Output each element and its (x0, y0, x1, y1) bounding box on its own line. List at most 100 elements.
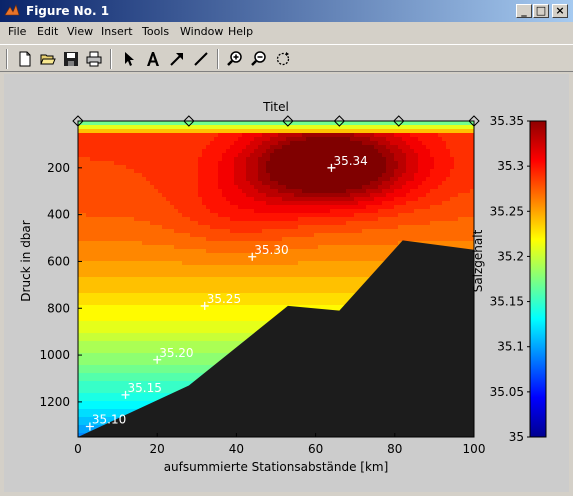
contour-cell (82, 241, 87, 246)
minimize-button[interactable]: _ (516, 4, 532, 18)
new-file-icon[interactable] (14, 48, 36, 70)
contour-cell (366, 273, 371, 278)
contour-cell (126, 177, 131, 182)
contour-cell (222, 305, 227, 310)
contour-cell (222, 165, 227, 170)
contour-cell (190, 177, 195, 182)
insert-text-icon[interactable] (142, 48, 164, 70)
menu-edit[interactable]: Edit (37, 25, 59, 38)
contour-cell (150, 257, 155, 262)
contour-cell (86, 281, 91, 286)
contour-cell (426, 153, 431, 158)
contour-cell (150, 309, 155, 314)
contour-cell (230, 197, 235, 202)
contour-cell (230, 277, 235, 282)
menu-insert[interactable]: Insert (101, 25, 133, 38)
contour-cell (94, 249, 99, 254)
menu-file[interactable]: File (8, 25, 27, 38)
contour-cell (270, 125, 275, 130)
contour-cell (214, 169, 219, 174)
contour-cell (274, 301, 279, 306)
contour-cell (322, 249, 327, 254)
contour-cell (238, 249, 243, 254)
contour-cell (142, 249, 147, 254)
contour-cell (370, 157, 375, 162)
contour-cell (366, 149, 371, 154)
contour-cell (394, 229, 399, 234)
contour-cell (274, 197, 279, 202)
contour-cell (290, 297, 295, 302)
zoom-in-icon[interactable] (224, 48, 246, 70)
menu-window[interactable]: Window (180, 25, 224, 38)
contour-cell (270, 297, 275, 302)
contour-cell (314, 225, 319, 230)
contour-cell (146, 265, 151, 270)
contour-cell (270, 225, 275, 230)
contour-cell (418, 181, 423, 186)
contour-cell (174, 225, 179, 230)
zoom-out-icon[interactable] (248, 48, 270, 70)
menu-bar: File Edit View Insert Tools Window Help (0, 22, 573, 42)
contour-cell (154, 213, 159, 218)
contour-cell (178, 161, 183, 166)
contour-cell (218, 297, 223, 302)
contour-cell (342, 209, 347, 214)
contour-cell (246, 249, 251, 254)
contour-cell (254, 261, 259, 266)
contour-cell (178, 245, 183, 250)
rotate-icon[interactable] (272, 48, 294, 70)
contour-cell (334, 137, 339, 142)
contour-cell (126, 321, 131, 326)
contour-cell (138, 125, 143, 130)
contour-cell (266, 121, 271, 126)
contour-cell (234, 297, 239, 302)
contour-cell (286, 197, 291, 202)
select-arrow-icon[interactable] (118, 48, 140, 70)
insert-line-icon[interactable] (190, 48, 212, 70)
contour-cell (294, 285, 299, 290)
contour-cell (114, 157, 119, 162)
contour-cell (274, 141, 279, 146)
contour-cell (430, 129, 435, 134)
insert-arrow-icon[interactable] (166, 48, 188, 70)
menu-tools[interactable]: Tools (142, 25, 170, 38)
open-folder-icon[interactable] (37, 48, 59, 70)
menu-help[interactable]: Help (228, 25, 254, 38)
contour-cell (326, 169, 331, 174)
contour-cell (254, 313, 259, 318)
contour-cell (134, 285, 139, 290)
contour-cell (470, 149, 474, 154)
save-icon[interactable] (60, 48, 82, 70)
contour-cell (314, 165, 319, 170)
contour-cell (214, 165, 219, 170)
contour-cell (314, 241, 319, 246)
contour-cell (426, 217, 431, 222)
contour-cell (242, 129, 247, 134)
menu-view[interactable]: View (67, 25, 94, 38)
contour-cell (122, 249, 127, 254)
close-button[interactable]: × (552, 4, 568, 18)
contour-cell (290, 221, 295, 226)
contour-cell (398, 217, 403, 222)
contour-cell (378, 257, 383, 262)
contour-cell (222, 269, 227, 274)
contour-cell (218, 129, 223, 134)
contour-cell (226, 129, 231, 134)
contour-cell (186, 293, 191, 298)
print-icon[interactable] (83, 48, 105, 70)
maximize-button[interactable]: □ (533, 4, 549, 18)
contour-cell (102, 225, 107, 230)
contour-cell (98, 137, 103, 142)
contour-cell (342, 205, 347, 210)
contour-cell (194, 181, 199, 186)
contour-cell (306, 153, 311, 158)
contour-cell (110, 189, 115, 194)
contour-cell (390, 229, 395, 234)
contour-cell (414, 181, 419, 186)
contour-cell (238, 257, 243, 262)
contour-cell (374, 209, 379, 214)
contour-cell (322, 281, 327, 286)
contour-cell (306, 257, 311, 262)
contour-cell (110, 153, 115, 158)
contour-cell (162, 281, 167, 286)
